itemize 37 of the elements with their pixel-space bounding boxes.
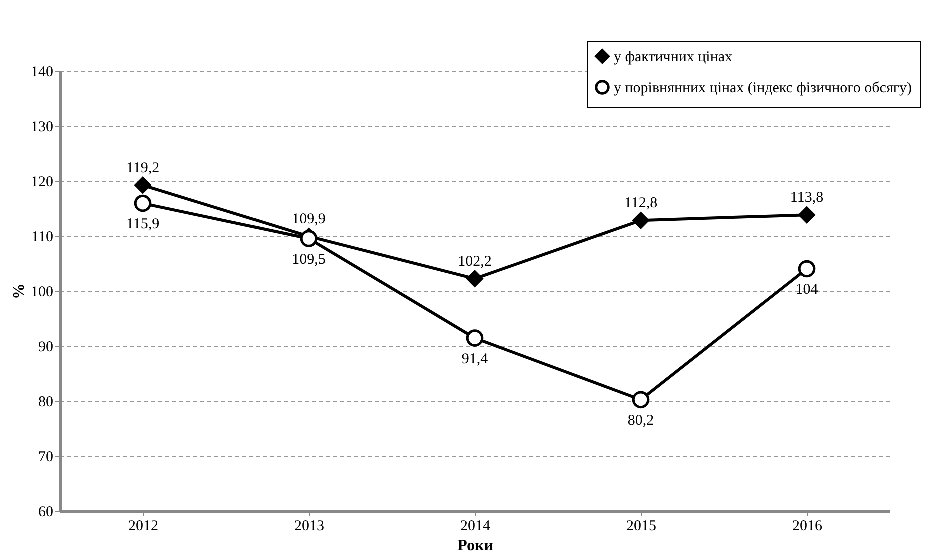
y-tick-label: 140 (31, 64, 54, 80)
data-label: 119,2 (126, 160, 160, 176)
data-label: 91,4 (462, 351, 489, 368)
data-label: 104 (796, 282, 819, 298)
data-label: 109,9 (292, 212, 326, 228)
x-tick-label: 2015 (626, 518, 656, 534)
y-tick-label: 80 (38, 394, 54, 410)
y-tick-label: 120 (31, 174, 54, 190)
data-label: 115,9 (126, 216, 160, 233)
point (798, 206, 816, 224)
legend-label: у порівнянних цінах (індекс фізичного обсягу) (614, 80, 912, 96)
point (466, 330, 484, 347)
point (798, 260, 816, 278)
data-label: 102,2 (458, 254, 492, 270)
point (632, 212, 650, 229)
y-tick-label: 130 (31, 120, 54, 136)
y-tick-label: 110 (32, 230, 54, 246)
y-tick-label: 90 (38, 340, 54, 356)
x-tick-label: 2012 (128, 518, 158, 534)
point (632, 391, 650, 409)
data-label: 109,5 (292, 252, 326, 268)
point (466, 270, 484, 288)
data-label: 113,8 (790, 190, 824, 206)
point (134, 194, 152, 212)
x-tick-label: 2013 (294, 518, 324, 534)
point (134, 177, 152, 194)
y-tick-label: 60 (38, 504, 54, 520)
y-tick-label: 100 (31, 284, 54, 300)
legend-label: у фактичних цінах (614, 50, 734, 66)
data-label: 80,2 (628, 412, 654, 429)
y-axis-title: % (11, 284, 28, 300)
point (300, 230, 318, 248)
data-label: 112,8 (624, 196, 658, 212)
x-tick-label: 2016 (792, 518, 823, 534)
x-tick-label: 2014 (460, 518, 491, 534)
x-axis-title: Роки (458, 538, 494, 553)
y-tick-label: 70 (38, 450, 54, 466)
